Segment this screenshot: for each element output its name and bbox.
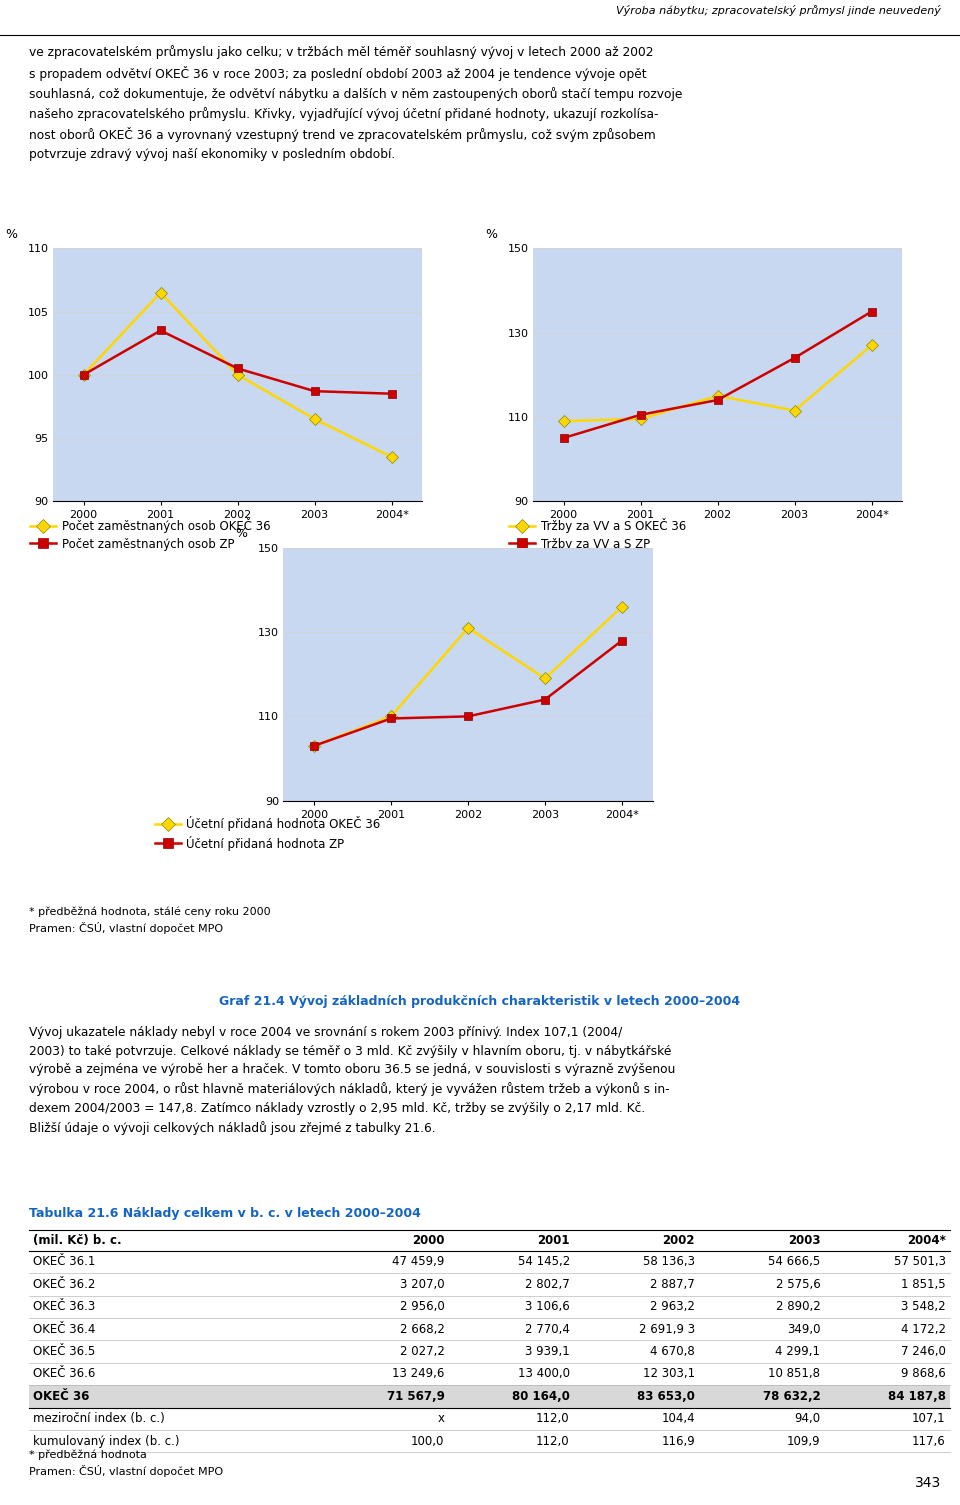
Text: 54 145,2: 54 145,2: [517, 1255, 570, 1269]
Text: 2 027,2: 2 027,2: [399, 1345, 444, 1358]
Text: OKEČ 36.1: OKEČ 36.1: [34, 1255, 96, 1269]
Text: 2001: 2001: [538, 1234, 570, 1246]
Text: 109,9: 109,9: [787, 1434, 821, 1448]
Text: OKEČ 36.3: OKEČ 36.3: [34, 1300, 96, 1314]
Text: 4 670,8: 4 670,8: [650, 1345, 695, 1358]
Text: %: %: [5, 227, 16, 241]
Legend: Tržby za VV a S OKEČ 36, Tržby za VV a S ZP: Tržby za VV a S OKEČ 36, Tržby za VV a S…: [505, 513, 691, 555]
Text: Tabulka 21.6 Náklady celkem v b. c. v letech 2000–2004: Tabulka 21.6 Náklady celkem v b. c. v le…: [29, 1207, 420, 1219]
Text: 3 207,0: 3 207,0: [399, 1278, 444, 1291]
Text: 2000: 2000: [412, 1234, 444, 1246]
Text: 2004*: 2004*: [907, 1234, 946, 1246]
Text: 2 963,2: 2 963,2: [650, 1300, 695, 1314]
Text: %: %: [235, 527, 247, 540]
Text: 10 851,8: 10 851,8: [768, 1368, 821, 1380]
Text: OKEČ 36.4: OKEČ 36.4: [34, 1323, 96, 1335]
Text: 13 249,6: 13 249,6: [392, 1368, 444, 1380]
Text: 47 459,9: 47 459,9: [392, 1255, 444, 1269]
Text: 117,6: 117,6: [912, 1434, 946, 1448]
Text: 2 802,7: 2 802,7: [525, 1278, 570, 1291]
Text: (mil. Kč) b. c.: (mil. Kč) b. c.: [34, 1234, 122, 1246]
Text: 2 575,6: 2 575,6: [776, 1278, 821, 1291]
Text: 2003: 2003: [788, 1234, 821, 1246]
Text: * předběžná hodnota, stálé ceny roku 2000
Pramen: ČSÚ, vlastní dopočet MPO: * předběžná hodnota, stálé ceny roku 200…: [29, 906, 271, 933]
Text: 83 653,0: 83 653,0: [637, 1389, 695, 1403]
Text: 1 851,5: 1 851,5: [901, 1278, 946, 1291]
Text: 112,0: 112,0: [536, 1412, 570, 1425]
Text: 78 632,2: 78 632,2: [762, 1389, 821, 1403]
Text: 7 246,0: 7 246,0: [900, 1345, 946, 1358]
Text: 349,0: 349,0: [787, 1323, 821, 1335]
Text: 84 187,8: 84 187,8: [888, 1389, 946, 1403]
Text: x: x: [438, 1412, 444, 1425]
Text: Graf 21.4 Vývoj základních produkčních charakteristik v letech 2000–2004: Graf 21.4 Vývoj základních produkčních c…: [220, 995, 740, 1008]
Text: 100,0: 100,0: [411, 1434, 444, 1448]
Text: %: %: [485, 227, 496, 241]
Text: * předběžná hodnota
Pramen: ČSÚ, vlastní dopočet MPO: * předběžná hodnota Pramen: ČSÚ, vlastní…: [29, 1449, 223, 1476]
Text: 116,9: 116,9: [661, 1434, 695, 1448]
Text: 80 164,0: 80 164,0: [512, 1389, 570, 1403]
Text: 2 956,0: 2 956,0: [399, 1300, 444, 1314]
Text: ve zpracovatelském průmyslu jako celku; v tržbách měl téměř souhlasný vývoj v le: ve zpracovatelském průmyslu jako celku; …: [29, 45, 683, 161]
Text: 2 890,2: 2 890,2: [776, 1300, 821, 1314]
Text: 2002: 2002: [662, 1234, 695, 1246]
Text: 4 299,1: 4 299,1: [776, 1345, 821, 1358]
Legend: Účetní přidaná hodnota OKEČ 36, Účetní přidaná hodnota ZP: Účetní přidaná hodnota OKEČ 36, Účetní p…: [150, 811, 386, 855]
Text: OKEČ 36: OKEČ 36: [34, 1389, 90, 1403]
Text: 112,0: 112,0: [536, 1434, 570, 1448]
Text: 3 939,1: 3 939,1: [525, 1345, 570, 1358]
Text: 54 666,5: 54 666,5: [768, 1255, 821, 1269]
Text: OKEČ 36.2: OKEČ 36.2: [34, 1278, 96, 1291]
Text: 2 691,9 3: 2 691,9 3: [639, 1323, 695, 1335]
Text: 2 770,4: 2 770,4: [525, 1323, 570, 1335]
Text: 343: 343: [915, 1476, 941, 1490]
Text: meziroční index (b. c.): meziroční index (b. c.): [34, 1412, 165, 1425]
Text: 104,4: 104,4: [661, 1412, 695, 1425]
Text: 2 668,2: 2 668,2: [399, 1323, 444, 1335]
Text: 9 868,6: 9 868,6: [901, 1368, 946, 1380]
Text: 3 548,2: 3 548,2: [901, 1300, 946, 1314]
Text: 94,0: 94,0: [794, 1412, 821, 1425]
Text: Vývoj ukazatele náklady nebyl v roce 2004 ve srovnání s rokem 2003 přínivý. Inde: Vývoj ukazatele náklady nebyl v roce 200…: [29, 1026, 675, 1135]
Text: 13 400,0: 13 400,0: [517, 1368, 570, 1380]
Text: 4 172,2: 4 172,2: [900, 1323, 946, 1335]
Text: OKEČ 36.5: OKEČ 36.5: [34, 1345, 96, 1358]
Text: kumulovaný index (b. c.): kumulovaný index (b. c.): [34, 1434, 180, 1448]
Text: 2 887,7: 2 887,7: [650, 1278, 695, 1291]
Text: 71 567,9: 71 567,9: [387, 1389, 444, 1403]
FancyBboxPatch shape: [29, 1385, 950, 1407]
Text: 57 501,3: 57 501,3: [894, 1255, 946, 1269]
Text: 12 303,1: 12 303,1: [643, 1368, 695, 1380]
Text: 3 106,6: 3 106,6: [525, 1300, 570, 1314]
Text: 107,1: 107,1: [912, 1412, 946, 1425]
Text: Výroba nábytku; zpracovatelský průmysl jinde neuvedený: Výroba nábytku; zpracovatelský průmysl j…: [616, 5, 941, 15]
Text: 58 136,3: 58 136,3: [643, 1255, 695, 1269]
Text: OKEČ 36.6: OKEČ 36.6: [34, 1368, 96, 1380]
